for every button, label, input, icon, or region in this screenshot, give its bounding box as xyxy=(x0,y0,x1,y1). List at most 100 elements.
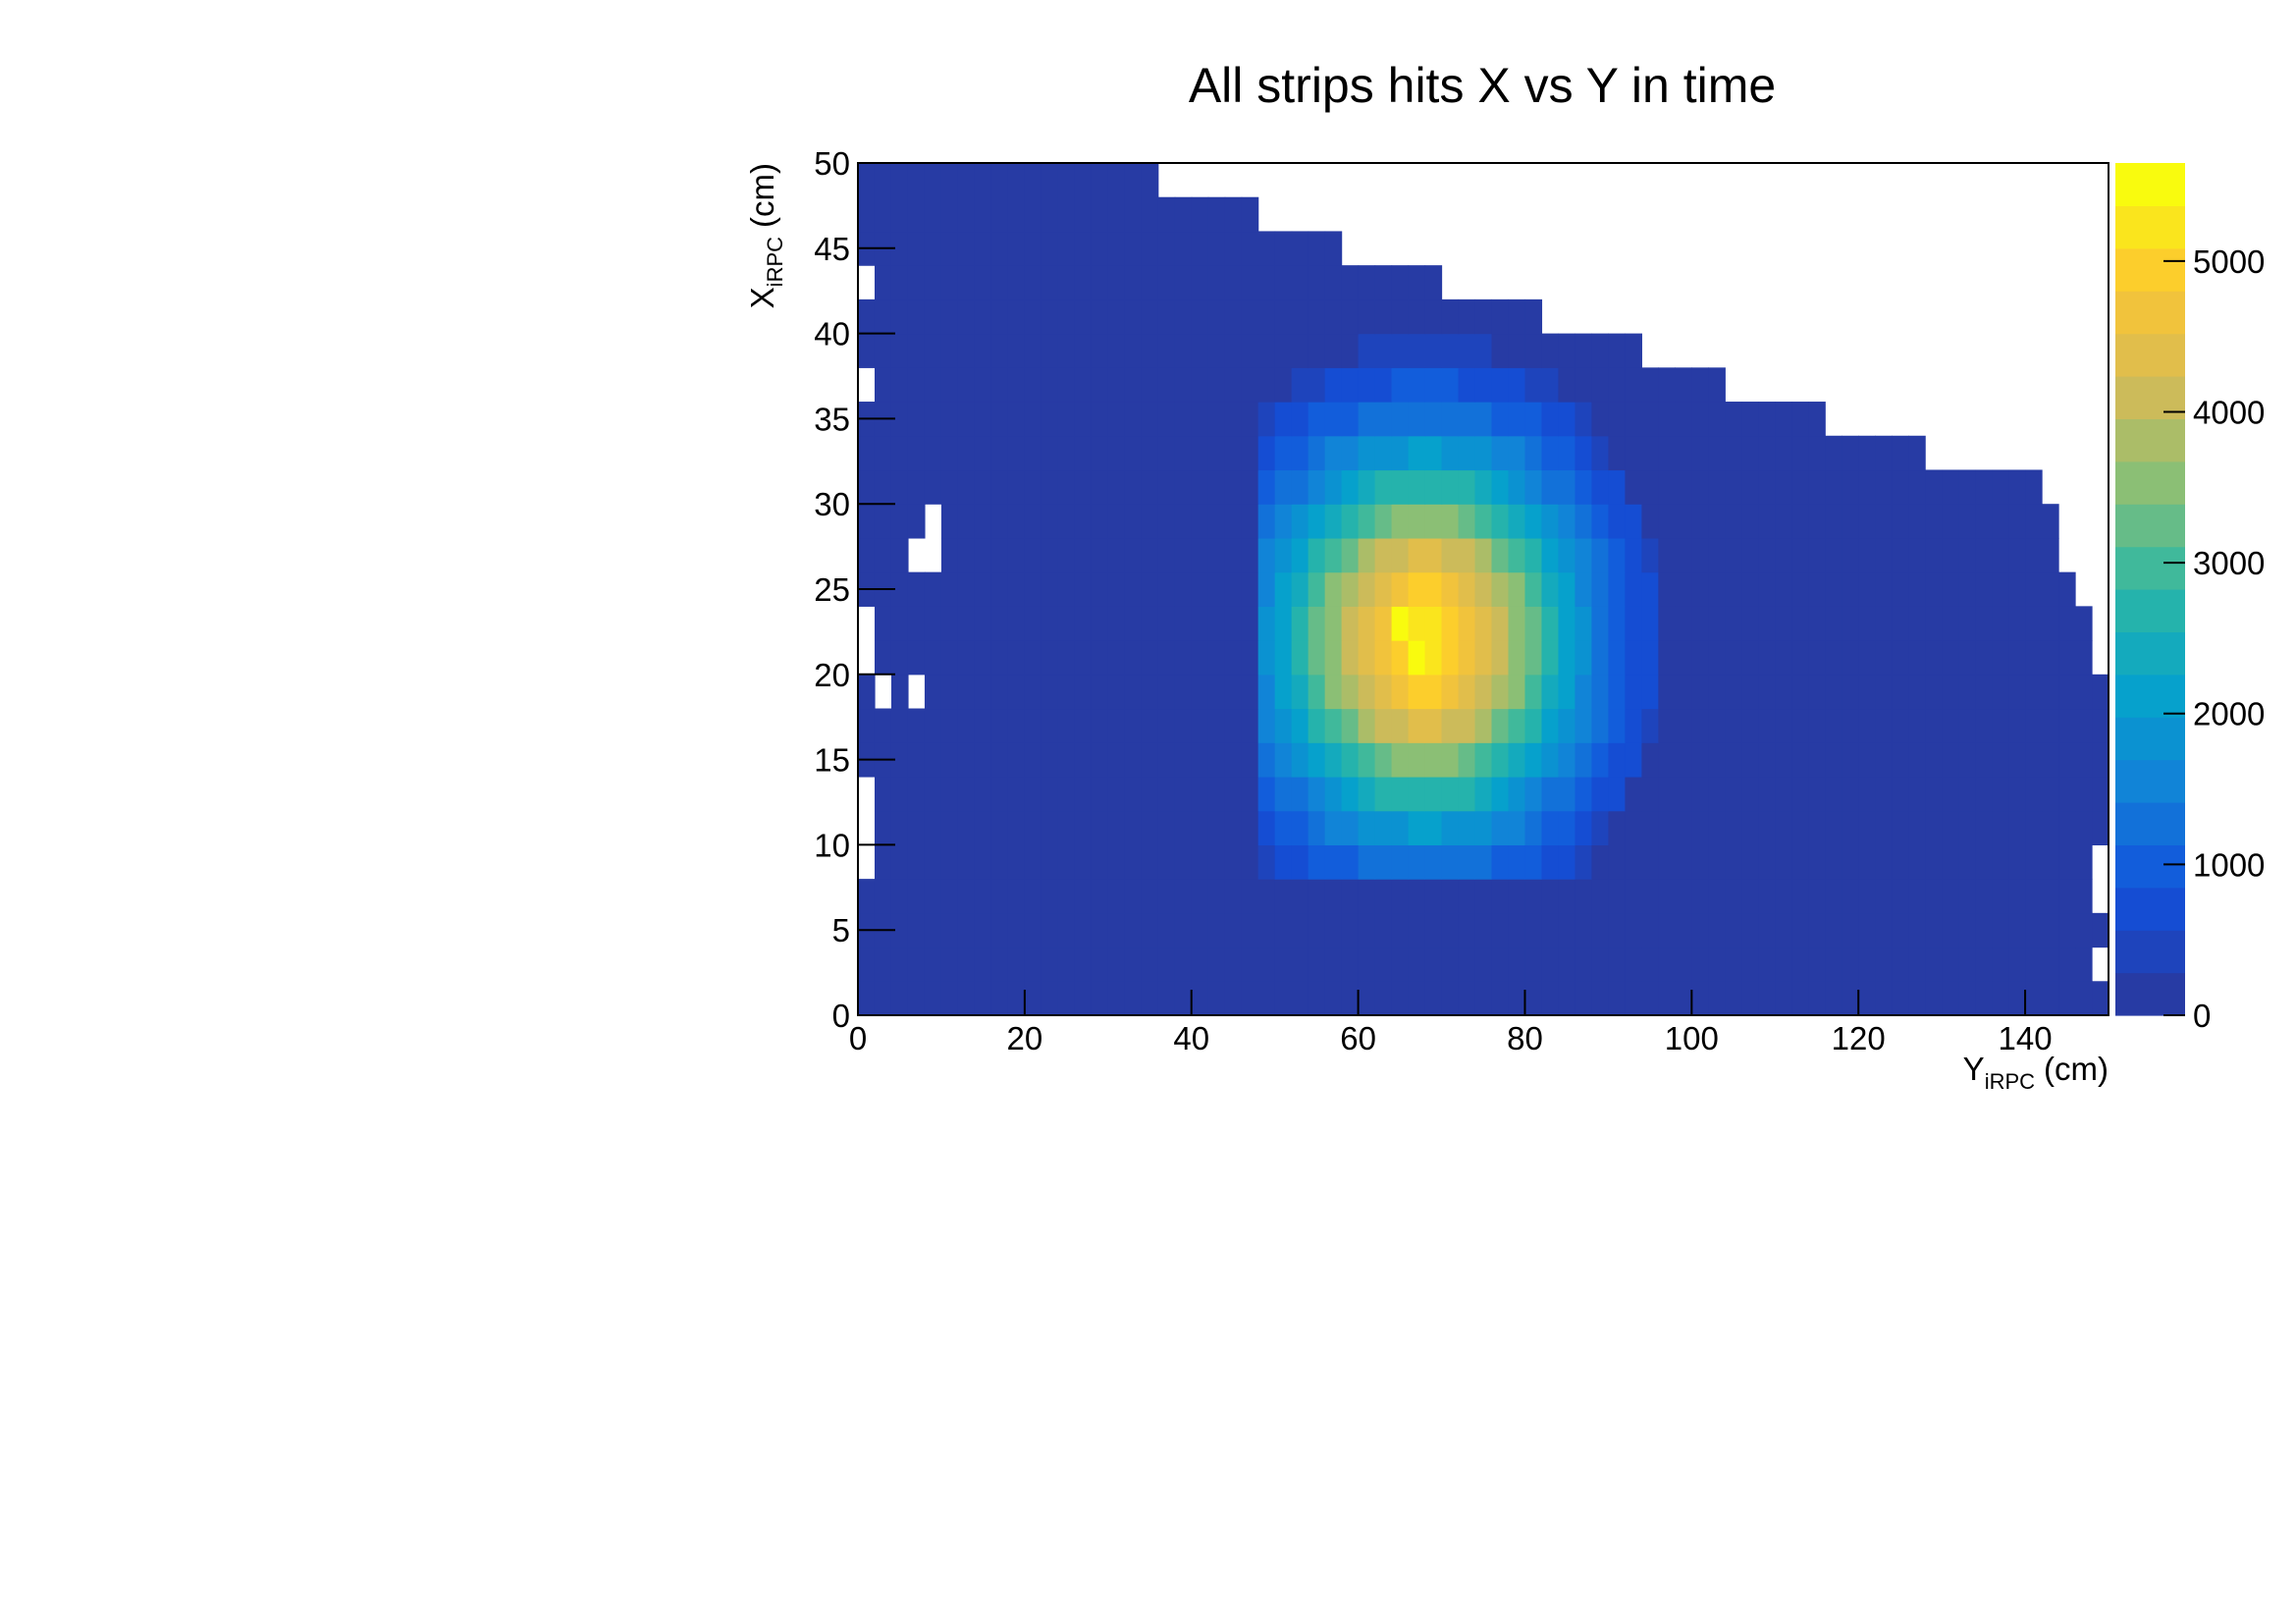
heatmap-cell xyxy=(1625,333,1642,368)
heatmap-cell xyxy=(1408,947,1426,982)
heatmap-cell xyxy=(1207,435,1226,471)
heatmap-cell xyxy=(1141,163,1159,198)
heatmap-cell xyxy=(1508,912,1526,948)
heatmap-cell xyxy=(874,708,892,743)
heatmap-cell xyxy=(1708,879,1726,914)
heatmap-cell xyxy=(1441,504,1460,539)
heatmap-cell xyxy=(1441,810,1460,845)
heatmap-cell xyxy=(2075,844,2093,880)
heatmap-cell xyxy=(1691,606,1709,641)
heatmap-cell xyxy=(1725,879,1742,914)
heatmap-cell xyxy=(1575,776,1593,812)
heatmap-cell xyxy=(1791,776,1809,812)
heatmap-cell xyxy=(1374,981,1393,1016)
heatmap-cell xyxy=(2025,606,2043,641)
heatmap-cell xyxy=(1875,947,1893,982)
heatmap-cell xyxy=(1775,776,1792,812)
heatmap-cell xyxy=(1541,402,1560,437)
heatmap-cell xyxy=(1842,981,1859,1016)
heatmap-cell xyxy=(1091,981,1109,1016)
heatmap-cell xyxy=(1358,879,1376,914)
heatmap-cell xyxy=(1641,469,1659,505)
heatmap-cell xyxy=(974,333,992,368)
heatmap-cell xyxy=(1374,947,1393,982)
heatmap-cell xyxy=(1958,981,1976,1016)
heatmap-cell xyxy=(1441,776,1460,812)
heatmap-cell xyxy=(1191,810,1209,845)
heatmap-cell xyxy=(2042,879,2059,914)
colorbar-band xyxy=(2115,930,2185,974)
heatmap-cell xyxy=(1408,571,1426,607)
heatmap-cell xyxy=(1391,776,1410,812)
heatmap-cell xyxy=(1925,912,1943,948)
heatmap-cell xyxy=(1892,742,1909,778)
y-axis-label-sub: iRPC xyxy=(763,237,787,287)
heatmap-cell xyxy=(1508,674,1526,710)
heatmap-cell xyxy=(1141,231,1159,266)
heatmap-cell xyxy=(2058,571,2076,607)
heatmap-cell xyxy=(2092,708,2109,743)
heatmap-cell xyxy=(858,981,876,1016)
heatmap-cell xyxy=(1992,844,2009,880)
heatmap-cell xyxy=(1524,504,1543,539)
heatmap-cell xyxy=(1241,810,1259,845)
y-tick-label: 40 xyxy=(814,316,850,352)
heatmap-cell xyxy=(1191,504,1209,539)
colorbar-band xyxy=(2115,972,2185,1016)
heatmap-cell xyxy=(1608,912,1626,948)
heatmap-cell xyxy=(974,537,992,573)
heatmap-cell xyxy=(1458,606,1476,641)
heatmap-cell xyxy=(1892,640,1909,676)
heatmap-cell xyxy=(1274,333,1293,368)
heatmap-cell xyxy=(1541,844,1560,880)
heatmap-cell xyxy=(890,571,909,607)
heatmap-cell xyxy=(1308,333,1326,368)
heatmap-cell xyxy=(1608,402,1626,437)
colorbar-band xyxy=(2115,589,2185,632)
heatmap-cell xyxy=(907,298,926,335)
colorbar-band xyxy=(2115,205,2185,249)
heatmap-cell xyxy=(1024,708,1042,743)
heatmap-cell xyxy=(1308,537,1326,573)
heatmap-cell xyxy=(1224,742,1243,778)
heatmap-cell xyxy=(1491,537,1510,573)
heatmap-cell xyxy=(1324,367,1343,403)
heatmap-cell xyxy=(1491,879,1510,914)
heatmap-cell xyxy=(1224,571,1243,607)
heatmap-cell xyxy=(1608,435,1626,471)
colorbar-band xyxy=(2115,460,2185,505)
heatmap-cell xyxy=(1958,844,1976,880)
heatmap-cell xyxy=(1291,435,1309,471)
heatmap-cell xyxy=(1741,674,1759,710)
heatmap-cell xyxy=(1675,367,1692,403)
heatmap-cell xyxy=(1324,981,1343,1016)
heatmap-cell xyxy=(1291,912,1309,948)
heatmap-cell xyxy=(1141,298,1159,335)
heatmap-cell xyxy=(1591,537,1609,573)
heatmap-cell xyxy=(907,981,926,1016)
heatmap-cell xyxy=(1141,469,1159,505)
heatmap-cell xyxy=(974,844,992,880)
heatmap-cell xyxy=(1274,981,1293,1016)
heatmap-cell xyxy=(1057,640,1076,676)
heatmap-cell xyxy=(1992,674,2009,710)
heatmap-cell xyxy=(924,947,942,982)
heatmap-cell xyxy=(1291,265,1309,300)
heatmap-cell xyxy=(1708,469,1726,505)
heatmap-cell xyxy=(890,367,909,403)
heatmap-cell xyxy=(1441,606,1460,641)
heatmap-cell xyxy=(1391,606,1410,641)
colorbar-band xyxy=(2115,631,2185,676)
heatmap-cell xyxy=(1925,879,1943,914)
heatmap-cell xyxy=(1041,367,1059,403)
heatmap-cell xyxy=(1908,947,1926,982)
heatmap-cell xyxy=(1791,537,1809,573)
heatmap-cell xyxy=(1658,742,1676,778)
heatmap-cell xyxy=(858,879,876,914)
x-tick-label: 80 xyxy=(1507,1020,1543,1056)
heatmap-cell xyxy=(2008,571,2026,607)
heatmap-cell xyxy=(924,469,942,505)
heatmap-cell xyxy=(1441,947,1460,982)
heatmap-cell xyxy=(1141,367,1159,403)
heatmap-cell xyxy=(1925,810,1943,845)
